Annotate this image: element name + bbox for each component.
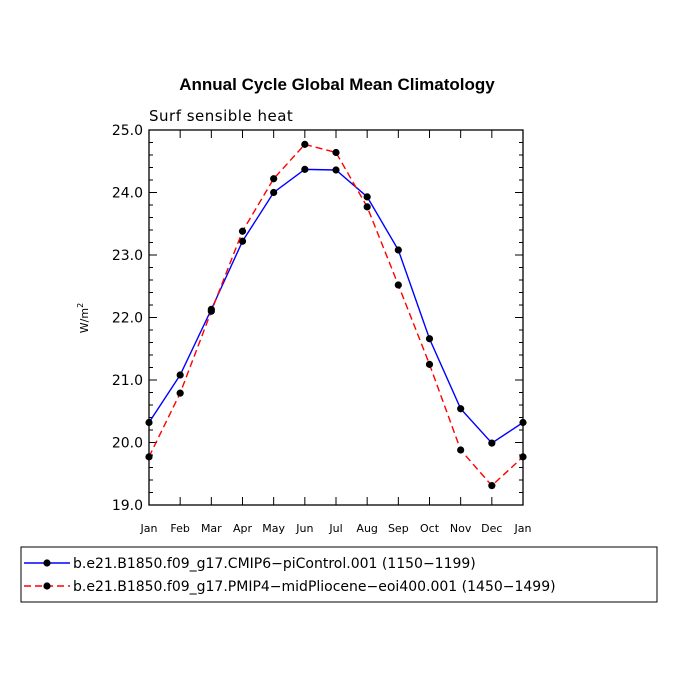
series-line-0 bbox=[148, 168, 524, 445]
series-1-point bbox=[394, 281, 402, 289]
y-tick-label: 20.0 bbox=[112, 436, 143, 452]
series-1-point bbox=[238, 227, 247, 235]
series-1-point bbox=[176, 389, 184, 397]
legend-swatch-marker-0 bbox=[43, 559, 51, 567]
series-0-point bbox=[363, 193, 371, 201]
y-tick-label: 25.0 bbox=[112, 123, 143, 139]
series-0-point bbox=[270, 188, 278, 197]
series-1-point bbox=[363, 203, 371, 211]
series-0-point bbox=[519, 418, 527, 427]
series-0-point bbox=[145, 418, 153, 427]
x-tick-label: Jan bbox=[140, 522, 158, 535]
chart-title: Annual Cycle Global Mean Climatology bbox=[179, 75, 495, 94]
series-0-point bbox=[425, 335, 434, 343]
series-1-point bbox=[488, 482, 496, 490]
y-tick-label: 21.0 bbox=[112, 373, 143, 389]
y-axis-label-text: W/m bbox=[78, 308, 91, 333]
x-tick-label: Aug bbox=[356, 522, 377, 535]
y-tick-label: 23.0 bbox=[112, 248, 143, 264]
y-axis-label: W/m2 bbox=[76, 303, 91, 333]
x-tick-label: Mar bbox=[201, 522, 222, 535]
series-layer bbox=[145, 140, 527, 490]
series-1-point bbox=[332, 148, 340, 157]
series-1-point bbox=[457, 446, 465, 454]
x-tick-label: Oct bbox=[420, 522, 440, 535]
series-1-point bbox=[301, 140, 309, 148]
x-tick-label: Jul bbox=[328, 522, 342, 535]
legend-label-0: b.e21.B1850.f09_g17.CMIP6−piControl.001 … bbox=[73, 556, 476, 572]
series-1-point bbox=[270, 175, 278, 183]
x-axis-ticks: Jan Feb Mar Apr May Jun Jul Aug Sep Oct Nov Dec Jan bbox=[140, 130, 532, 535]
series-1-point bbox=[425, 360, 434, 368]
x-tick-label: Jan bbox=[514, 522, 532, 535]
x-tick-label: Jun bbox=[295, 522, 313, 535]
series-0-point bbox=[394, 246, 402, 254]
series-1-point bbox=[207, 307, 215, 315]
plot-frame bbox=[148, 129, 524, 506]
series-0-point bbox=[488, 439, 496, 447]
y-axis-ticks: 19.0 20.0 21.0 22.0 23.0 24.0 25.0 bbox=[112, 123, 523, 514]
x-tick-label: Apr bbox=[233, 522, 253, 535]
series-1-point bbox=[519, 453, 527, 461]
series-0-point bbox=[176, 371, 184, 379]
series-0-point bbox=[457, 405, 465, 413]
legend-label-1: b.e21.B1850.f09_g17.PMIP4−midPliocene−eo… bbox=[73, 579, 556, 595]
legend-swatch-marker-1 bbox=[43, 582, 51, 590]
y-tick-label: 19.0 bbox=[112, 498, 143, 514]
x-tick-label: Dec bbox=[481, 522, 502, 535]
series-1-point bbox=[145, 453, 153, 461]
series-0-point bbox=[238, 237, 247, 245]
series-0-point bbox=[301, 165, 309, 173]
x-tick-label: Nov bbox=[450, 522, 472, 535]
x-tick-label: Sep bbox=[388, 522, 409, 535]
chart-subtitle: Surf sensible heat bbox=[149, 107, 293, 125]
x-tick-label: May bbox=[262, 522, 285, 535]
series-0-point bbox=[332, 166, 340, 174]
y-axis-label-superscript: 2 bbox=[76, 303, 85, 308]
legend-box bbox=[20, 546, 658, 603]
y-tick-label: 22.0 bbox=[112, 311, 143, 327]
x-tick-label: Feb bbox=[170, 522, 189, 535]
legend: b.e21.B1850.f09_g17.CMIP6−piControl.001 … bbox=[24, 556, 556, 595]
y-tick-label: 24.0 bbox=[112, 186, 143, 202]
series-line-1 bbox=[148, 143, 524, 487]
